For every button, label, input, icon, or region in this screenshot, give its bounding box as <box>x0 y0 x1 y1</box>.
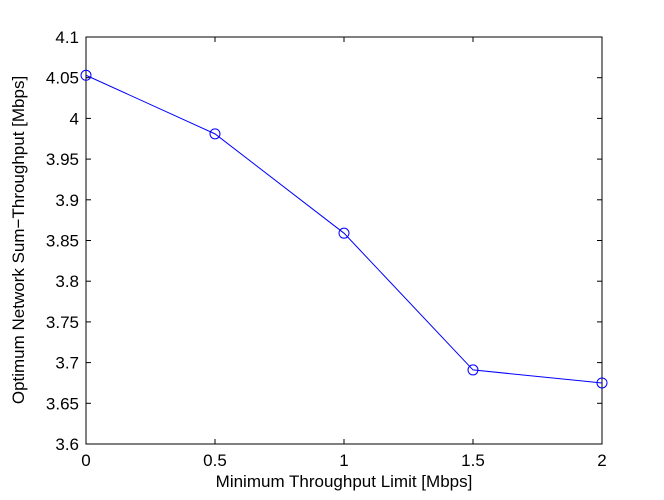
x-tick-label: 0.5 <box>203 451 227 470</box>
y-tick-label: 4.05 <box>46 69 79 88</box>
y-tick-label: 4 <box>70 109 79 128</box>
y-tick-label: 3.6 <box>55 435 79 454</box>
y-tick-label: 3.85 <box>46 232 79 251</box>
y-tick-label: 3.95 <box>46 150 79 169</box>
data-point-marker <box>338 227 350 239</box>
axis-tick-labels: 0 0.5 1 1.5 2 3.6 3.65 3.7 3.75 3.8 3.85 3.9 3.95 4 4.… <box>46 28 607 470</box>
data-point-marker <box>467 364 479 376</box>
x-tick-label: 2 <box>597 451 606 470</box>
plot-area <box>85 36 603 445</box>
series-line <box>85 74 603 384</box>
y-tick-label: 3.8 <box>55 272 79 291</box>
data-point-marker <box>596 377 608 389</box>
y-tick-label: 4.1 <box>55 28 79 47</box>
x-tick-label: 1.5 <box>461 451 485 470</box>
y-tick-label: 3.65 <box>46 394 79 413</box>
data-series <box>80 69 608 389</box>
y-tick-label: 3.7 <box>55 354 79 373</box>
y-axis-label: Optimum Network Sum−Throughput [Mbps] <box>9 76 28 404</box>
y-tick-label: 3.75 <box>46 313 79 332</box>
data-point-marker <box>209 128 221 140</box>
x-axis-label: Minimum Throughput Limit [Mbps] <box>216 472 473 491</box>
y-tick-label: 3.9 <box>55 191 79 210</box>
x-tick-label: 1 <box>339 451 348 470</box>
data-point-marker <box>80 69 92 81</box>
x-tick-label: 0 <box>81 451 90 470</box>
